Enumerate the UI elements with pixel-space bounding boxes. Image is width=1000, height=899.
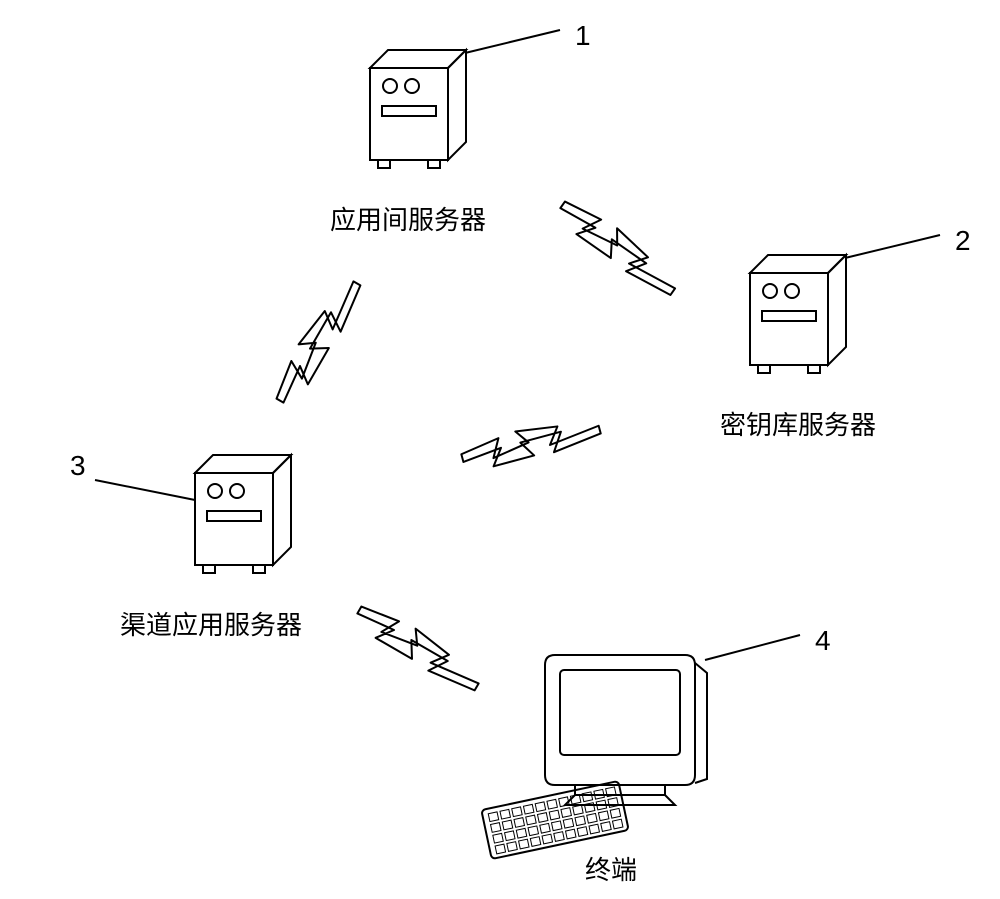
node2-number: 2 — [955, 225, 971, 257]
node3-number: 3 — [70, 450, 86, 482]
node1-label: 应用间服务器 — [330, 200, 486, 237]
edge-bolt-1-2 — [552, 195, 684, 300]
node4-label: 终端 — [585, 850, 637, 887]
node1-number: 1 — [575, 20, 591, 52]
callout-lines — [95, 30, 940, 660]
edge-bolt-1-3 — [270, 273, 366, 409]
edge-bolt-3-2 — [459, 410, 602, 475]
node2-label: 密钥库服务器 — [720, 405, 876, 442]
edge-bolt-3-4 — [350, 600, 486, 696]
diagram-svg — [0, 0, 1000, 899]
terminal-icon-4 — [481, 655, 707, 859]
server-icon-2 — [750, 255, 846, 373]
server-icon-3 — [195, 455, 291, 573]
server-icon-1 — [370, 50, 466, 168]
network-diagram: 应用间服务器 密钥库服务器 渠道应用服务器 终端 1 2 3 4 — [0, 0, 1000, 899]
node4-number: 4 — [815, 625, 831, 657]
node3-label: 渠道应用服务器 — [120, 605, 302, 642]
